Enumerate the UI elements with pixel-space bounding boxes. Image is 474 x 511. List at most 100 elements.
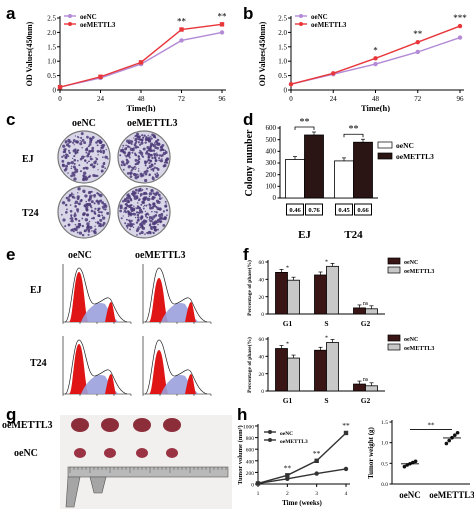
bar-oeMETTL3-G1	[287, 279, 300, 315]
bar-oeMETTL3-G2	[365, 308, 378, 315]
legend-swatch	[387, 257, 401, 265]
legend-label: oeNC	[396, 141, 414, 150]
data-point	[255, 481, 261, 486]
y-axis-label: Percentage of phase(%)	[246, 260, 253, 316]
significance-bracket	[343, 133, 364, 138]
y-tick-label: 0	[261, 389, 264, 395]
y-tick-label: 20	[259, 372, 265, 378]
x-tick-label: 96	[219, 95, 227, 103]
significance-label: *	[286, 265, 289, 271]
ratio-value: 0.66	[357, 207, 369, 214]
category-label: G1	[283, 319, 293, 328]
ratio-value: 0.45	[338, 207, 350, 214]
significance-label: *	[325, 335, 328, 341]
col-label-oenc: oeNC	[68, 250, 92, 261]
col-label-oemettl3: oeMETTL3	[127, 118, 178, 129]
histogram-outline	[144, 267, 208, 323]
y-tick-label: 1.0	[278, 58, 287, 66]
y-tick-label: 0	[284, 87, 288, 95]
y-tick-label: 40	[259, 278, 265, 284]
y-tick-label: 0.5	[278, 72, 287, 80]
y-tick-label: 2.5	[47, 15, 56, 23]
chart-h1: 0 200 400 600 800 1000 1 2 3 4 Time (weeks) Tumor v…	[237, 421, 350, 507]
g2-peak	[185, 302, 196, 322]
y-tick-label: 2.0	[47, 29, 56, 37]
g2-peak	[185, 374, 196, 394]
y-tick-label: 40	[259, 355, 265, 361]
x-tick-label: 2	[286, 491, 289, 497]
y-axis-label: Tumor weight (g)	[367, 426, 375, 478]
x-tick-label: 4	[345, 491, 348, 497]
legend-swatch	[387, 266, 401, 274]
y-tick-label: 600	[246, 448, 255, 454]
y-tick-label: 0.5	[47, 72, 56, 80]
caliper-jaw	[89, 476, 107, 494]
col-label-oenc: oeNC	[72, 118, 96, 129]
chart-f2: 0 20 40 60 Percentage of phase(%) G1 * S * G2 ns oe…	[246, 334, 434, 405]
x-tick-label: 3	[315, 491, 318, 497]
data-point	[179, 27, 184, 32]
ratio-box	[305, 203, 323, 216]
y-tick-label: 300	[266, 159, 277, 167]
histogram-outline	[144, 339, 208, 395]
tumor-photo-panel: oeMETTL3 oeNC	[0, 415, 235, 511]
data-point	[98, 74, 103, 79]
row-label-ej: EJ	[30, 285, 42, 296]
y-tick-label: 600	[266, 124, 277, 132]
row-label-ej: EJ	[22, 154, 34, 165]
y-tick-label: 1.5	[278, 43, 287, 51]
x-tick-label: 72	[414, 95, 422, 103]
bar-oeMETTL3-S	[326, 342, 339, 392]
legend-swatch	[387, 334, 401, 342]
tumor-oemettl3	[101, 418, 119, 432]
col-label-oemettl3: oeMETTL3	[135, 250, 186, 261]
legend-swatch	[377, 152, 393, 160]
x-tick-label: 0	[58, 95, 62, 103]
g1-peak	[149, 350, 169, 394]
y-tick-label: 20	[259, 295, 265, 301]
data-point	[314, 458, 319, 463]
chart-d: 0 100 200 300 400 500 600 Colony number EJ ** T24 *…	[244, 118, 434, 241]
y-tick-label: 2.5	[278, 15, 287, 23]
x-tick-label: 72	[178, 95, 186, 103]
category-label: T24	[344, 229, 363, 241]
y-tick-label: 60	[259, 260, 265, 266]
significance-label: **	[218, 11, 228, 21]
histogram-plot	[142, 264, 212, 324]
category-label: G1	[283, 396, 293, 405]
panel-letter-c: c	[6, 110, 16, 129]
series-line-oeMETTL3	[257, 432, 347, 485]
x-tick-label: 24	[97, 95, 105, 103]
chart-f1: 0 20 40 60 Percentage of phase(%) G1 * S * G2 ns oe…	[246, 257, 434, 328]
data-point	[179, 38, 184, 43]
bar-oeNC-S	[314, 274, 327, 315]
y-tick-label: 200	[246, 471, 255, 477]
significance-label: **	[313, 449, 321, 458]
y-tick-label: 400	[266, 148, 277, 156]
panel-letter-b: b	[243, 4, 254, 23]
legend-marker	[68, 22, 72, 26]
y-axis-label: Colony number	[244, 129, 255, 197]
significance-label: ns	[363, 301, 369, 307]
category-label: oeNC	[399, 490, 421, 500]
y-tick-label: 0	[53, 87, 57, 95]
tumor-photo	[60, 415, 232, 509]
chart-a: 0 0.5 1.0 1.5 2.0 2.5 0 24 48 72 96 Time(h) OD Value…	[25, 11, 228, 112]
tumor-oenc	[166, 448, 178, 458]
y-tick-label: 800	[246, 436, 255, 442]
legend-swatch	[377, 141, 393, 149]
significance-label: **	[342, 421, 350, 430]
colony-dish-images	[57, 130, 171, 239]
colony-dish	[57, 130, 111, 184]
ratio-value: 0.46	[289, 207, 301, 214]
legend-swatch	[387, 343, 401, 351]
x-axis-label: Time (weeks)	[282, 499, 322, 507]
x-axis-label: Time(h)	[126, 103, 155, 112]
legend-label: oeMETTL3	[280, 439, 308, 445]
panel-letter-e: e	[6, 245, 16, 264]
dish-rim	[57, 185, 111, 239]
y-tick-label: 60	[259, 337, 265, 343]
ratio-value: 0.76	[308, 207, 320, 214]
x-tick-label: 0	[289, 95, 293, 103]
x-tick-label: 96	[457, 95, 465, 103]
